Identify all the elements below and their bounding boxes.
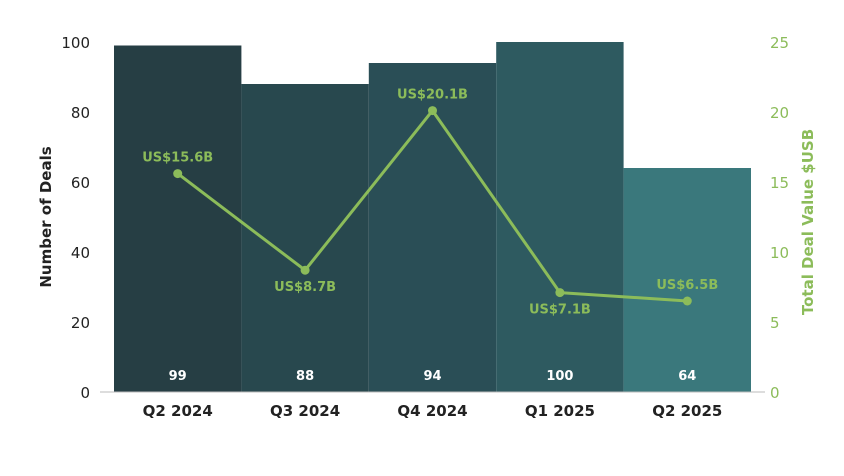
y-tick-label-20: 20 [71,314,90,332]
y-tick-label-0: 0 [80,384,90,402]
y-axis-title: Number of Deals [37,146,55,287]
value-label-2: US$8.7B [274,280,336,295]
x-tick-label-4: Q1 2025 [525,402,595,420]
x-tick-label-1: Q2 2024 [143,402,213,420]
y2-tick-label-15: 15 [770,174,789,192]
y2-tick-label-20: 20 [770,104,789,122]
value-point-1 [173,169,183,179]
value-point-3 [428,106,437,116]
value-point-2 [300,265,310,275]
bar-3 [368,63,497,392]
y2-tick-label-25: 25 [770,34,789,52]
value-label-3: US$20.1B [397,88,468,103]
y2-tick-label-0: 0 [770,384,780,402]
value-label-1: US$15.6B [142,151,213,166]
bar-1 [114,45,242,392]
y2-axis-title: Total Deal Value $USB [799,129,817,315]
value-label-5: US$6.5B [656,278,718,293]
y2-tick-label-5: 5 [770,314,780,332]
bar-value-label-2: 88 [296,369,314,384]
y-tick-label-60: 60 [71,174,90,192]
value-point-5 [682,296,692,306]
x-tick-label-5: Q2 2025 [652,402,722,420]
value-label-4: US$7.1B [529,303,591,318]
bar-4 [496,42,624,392]
line-layer [173,106,692,306]
bar-value-label-5: 64 [678,369,696,384]
y2-tick-label-10: 10 [770,244,789,262]
bar-value-label-1: 99 [169,369,187,384]
x-tick-label-2: Q3 2024 [270,402,340,420]
value-point-4 [555,288,565,298]
axis-layer: Q2 2024 Q3 2024 Q4 2024 Q1 2025 Q2 2025 0 20 40… [61,34,789,420]
y-tick-label-100: 100 [61,34,90,52]
bar-labels-layer: 99 88 94 100 64 [169,369,697,384]
y-tick-label-80: 80 [71,104,90,122]
y-tick-label-40: 40 [71,244,90,262]
bars-layer [114,42,751,392]
line-labels-layer: US$15.6B US$8.7B US$20.1B US$7.1B US$6.5B [142,88,718,318]
bar-value-label-3: 94 [423,369,441,384]
bar-5 [623,168,751,392]
x-tick-label-3: Q4 2024 [397,402,467,420]
bar-value-label-4: 100 [546,369,573,384]
